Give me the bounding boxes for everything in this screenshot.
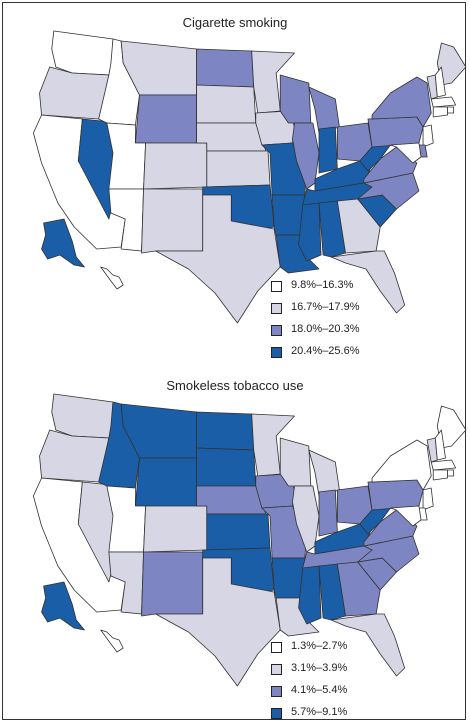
state-indiana bbox=[318, 489, 338, 537]
state-colorado bbox=[143, 142, 208, 190]
state-georgia bbox=[336, 198, 381, 254]
state-nebraska bbox=[196, 122, 267, 152]
state-new-jersey bbox=[422, 124, 434, 148]
state-north-dakota bbox=[196, 411, 255, 451]
state-alaska bbox=[41, 581, 85, 631]
state-rhode-island bbox=[447, 106, 455, 114]
state-hawaii bbox=[100, 266, 124, 290]
legend-swatch bbox=[271, 642, 282, 653]
legend-label: 20.4%–25.6% bbox=[291, 345, 360, 357]
state-north-dakota bbox=[196, 48, 255, 88]
state-indiana bbox=[318, 126, 338, 174]
state-north-carolina bbox=[357, 535, 420, 573]
legend-swatch bbox=[271, 325, 282, 336]
us-map-cigarette bbox=[32, 30, 467, 324]
legend-swatch bbox=[271, 281, 282, 292]
state-kansas bbox=[206, 513, 271, 551]
state-washington bbox=[51, 393, 114, 439]
state-new-york bbox=[371, 439, 432, 491]
state-florida bbox=[330, 613, 406, 677]
state-wisconsin bbox=[279, 74, 312, 124]
state-georgia bbox=[336, 561, 381, 617]
legend-swatch bbox=[271, 347, 282, 358]
state-mississippi bbox=[298, 202, 322, 262]
map-title-smokeless: Smokeless tobacco use bbox=[166, 378, 304, 393]
state-kansas bbox=[206, 150, 271, 188]
state-wyoming bbox=[134, 94, 198, 144]
map-title-cigarette: Cigarette smoking bbox=[182, 15, 288, 30]
state-maine bbox=[436, 405, 467, 449]
state-connecticut bbox=[432, 106, 448, 118]
state-mississippi bbox=[298, 565, 322, 625]
state-massachusetts bbox=[430, 96, 457, 108]
state-pennsylvania bbox=[367, 116, 424, 148]
state-connecticut bbox=[432, 469, 448, 481]
legend-label: 3.1%–3.9% bbox=[291, 662, 348, 674]
state-maryland bbox=[389, 505, 422, 527]
state-new-mexico bbox=[141, 551, 204, 617]
state-new-hampshire bbox=[434, 429, 446, 461]
state-oregon bbox=[39, 66, 110, 120]
state-texas bbox=[155, 194, 281, 324]
state-wyoming bbox=[134, 457, 198, 507]
state-new-hampshire bbox=[434, 66, 446, 98]
legend-label: 4.1%–5.4% bbox=[291, 684, 348, 696]
state-alabama bbox=[318, 200, 346, 258]
state-washington bbox=[51, 30, 114, 76]
figure-frame: Cigarette smoking 9.8%–16.3% 16.7%–17.9%… bbox=[2, 2, 467, 720]
state-new-york bbox=[371, 76, 432, 128]
state-south-dakota bbox=[196, 447, 257, 487]
state-alaska bbox=[41, 218, 85, 268]
state-new-jersey bbox=[422, 487, 434, 511]
legend-swatch bbox=[271, 686, 282, 697]
state-pennsylvania bbox=[367, 479, 424, 511]
state-rhode-island bbox=[447, 469, 455, 477]
state-new-mexico bbox=[141, 188, 204, 254]
state-colorado bbox=[143, 505, 208, 553]
state-hawaii bbox=[100, 629, 124, 653]
state-massachusetts bbox=[430, 459, 457, 471]
legend-label: 9.8%–16.3% bbox=[291, 279, 354, 291]
legend-label: 18.0%–20.3% bbox=[291, 323, 360, 335]
legend-swatch bbox=[271, 664, 282, 675]
state-maine bbox=[436, 42, 467, 86]
state-florida bbox=[330, 250, 406, 314]
state-illinois bbox=[292, 122, 320, 190]
state-wisconsin bbox=[279, 437, 312, 487]
legend-label: 16.7%–17.9% bbox=[291, 301, 360, 313]
state-nebraska bbox=[196, 485, 267, 515]
state-texas bbox=[155, 557, 281, 687]
state-oregon bbox=[39, 429, 110, 483]
state-alabama bbox=[318, 563, 346, 621]
legend-label: 1.3%–2.7% bbox=[291, 640, 348, 652]
state-maryland bbox=[389, 142, 422, 164]
state-north-carolina bbox=[357, 172, 420, 210]
legend-label: 5.7%–9.1% bbox=[291, 706, 348, 718]
state-illinois bbox=[292, 485, 320, 553]
us-map-smokeless bbox=[32, 393, 467, 687]
legend-swatch bbox=[271, 303, 282, 314]
legend-swatch bbox=[271, 708, 282, 719]
state-south-dakota bbox=[196, 84, 257, 124]
